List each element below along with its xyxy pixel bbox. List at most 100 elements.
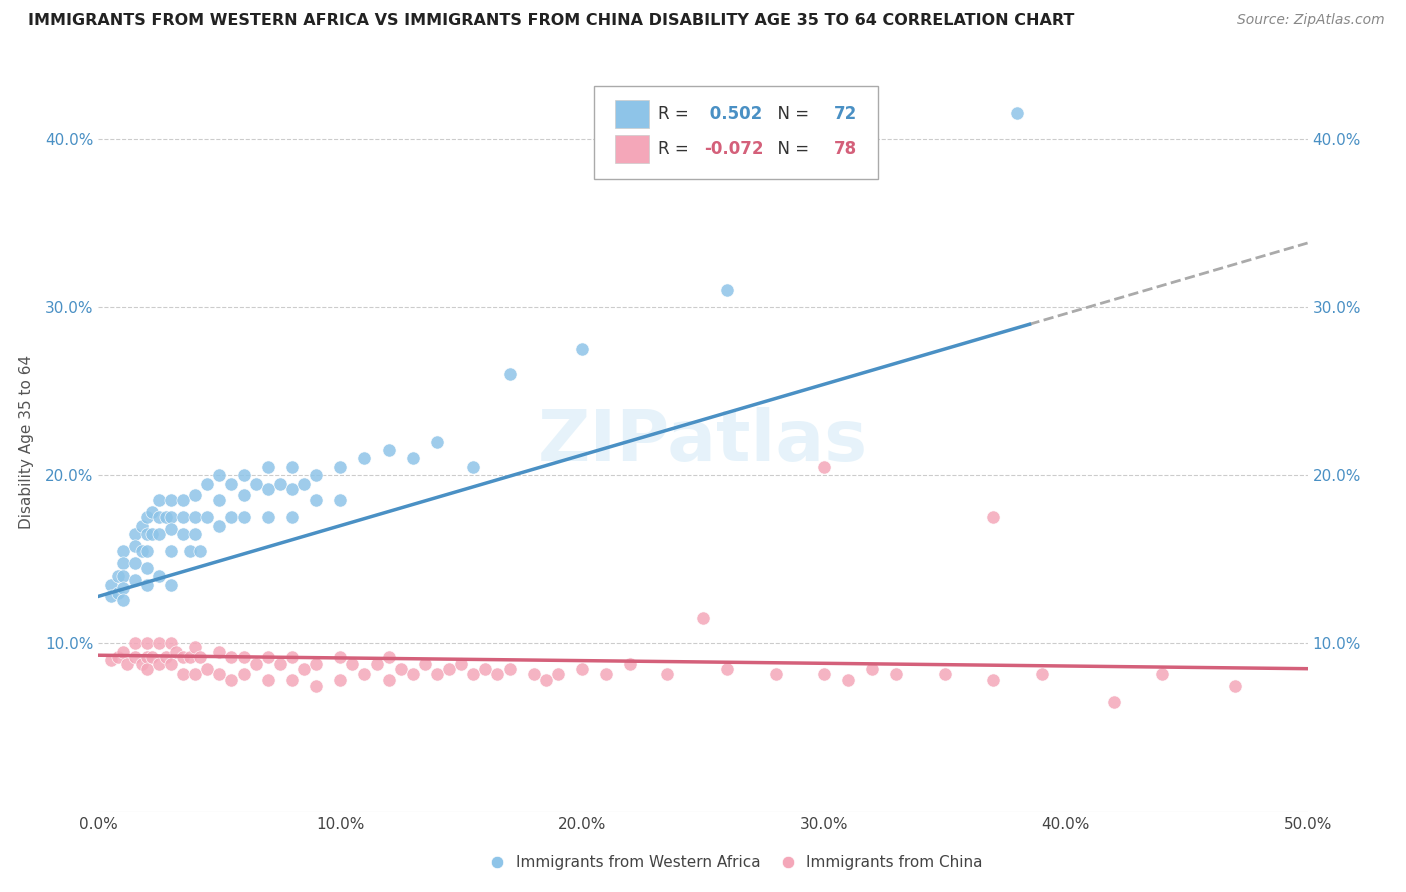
- Point: [160, 657, 183, 671]
- Point: [1102, 695, 1125, 709]
- Point: [281, 673, 304, 688]
- Point: [155, 649, 177, 664]
- Point: [195, 476, 218, 491]
- Point: [256, 649, 278, 664]
- Point: [172, 510, 194, 524]
- Point: [107, 569, 129, 583]
- Point: [281, 459, 304, 474]
- Point: [184, 640, 207, 654]
- Point: [366, 657, 388, 671]
- Point: [160, 577, 183, 591]
- Point: [329, 493, 352, 508]
- Y-axis label: Disability Age 35 to 64: Disability Age 35 to 64: [18, 354, 34, 529]
- Text: N =: N =: [768, 140, 814, 158]
- Point: [160, 510, 183, 524]
- Point: [124, 636, 146, 650]
- Point: [208, 493, 231, 508]
- Point: [100, 577, 122, 591]
- Point: [188, 544, 211, 558]
- Point: [716, 283, 738, 297]
- Point: [281, 482, 304, 496]
- Point: [837, 673, 859, 688]
- Text: Immigrants from China: Immigrants from China: [806, 855, 983, 870]
- Point: [1007, 106, 1029, 120]
- Point: [269, 476, 291, 491]
- Text: 78: 78: [834, 140, 856, 158]
- Point: [437, 662, 460, 676]
- Point: [413, 657, 436, 671]
- Point: [184, 666, 207, 681]
- Point: [221, 649, 243, 664]
- Point: [124, 539, 146, 553]
- Text: -0.072: -0.072: [704, 140, 763, 158]
- Point: [426, 666, 449, 681]
- Point: [389, 662, 412, 676]
- Point: [292, 476, 315, 491]
- Point: [716, 662, 738, 676]
- Point: [155, 510, 177, 524]
- Point: [981, 510, 1004, 524]
- Point: [595, 666, 617, 681]
- Point: [124, 649, 146, 664]
- Point: [179, 544, 201, 558]
- Point: [195, 510, 218, 524]
- Point: [111, 569, 134, 583]
- Point: [765, 666, 787, 681]
- Point: [188, 649, 211, 664]
- Point: [655, 666, 678, 681]
- Point: [100, 653, 122, 667]
- Point: [135, 636, 157, 650]
- Point: [498, 662, 520, 676]
- Point: [148, 527, 170, 541]
- Point: [571, 342, 593, 356]
- Point: [1223, 679, 1246, 693]
- Point: [131, 657, 153, 671]
- Point: [934, 666, 956, 681]
- Point: [547, 666, 569, 681]
- Point: [813, 666, 835, 681]
- Point: [135, 510, 157, 524]
- Point: [184, 488, 207, 502]
- Point: [165, 645, 187, 659]
- Point: [160, 544, 183, 558]
- Point: [329, 649, 352, 664]
- Point: [281, 510, 304, 524]
- Point: [184, 510, 207, 524]
- Point: [534, 673, 557, 688]
- Point: [619, 657, 641, 671]
- Point: [131, 544, 153, 558]
- Text: 72: 72: [834, 105, 856, 123]
- Point: [292, 662, 315, 676]
- Point: [281, 649, 304, 664]
- Point: [232, 488, 254, 502]
- Point: [148, 569, 170, 583]
- Point: [111, 645, 134, 659]
- Point: [184, 527, 207, 541]
- Point: [377, 649, 399, 664]
- Point: [117, 657, 139, 671]
- Point: [141, 527, 163, 541]
- Point: [195, 662, 218, 676]
- Point: [135, 560, 157, 574]
- Point: [141, 505, 163, 519]
- Point: [107, 586, 129, 600]
- Point: [124, 573, 146, 587]
- Point: [160, 493, 183, 508]
- Point: [305, 679, 328, 693]
- Point: [221, 510, 243, 524]
- Point: [402, 451, 425, 466]
- Point: [256, 673, 278, 688]
- Point: [232, 468, 254, 483]
- Point: [245, 657, 267, 671]
- Point: [232, 510, 254, 524]
- Point: [135, 649, 157, 664]
- Point: [377, 673, 399, 688]
- Point: [256, 510, 278, 524]
- Point: [172, 666, 194, 681]
- Point: [450, 657, 472, 671]
- Point: [305, 493, 328, 508]
- Text: ZIPatlas: ZIPatlas: [538, 407, 868, 476]
- Text: R =: R =: [658, 140, 695, 158]
- Point: [1031, 666, 1053, 681]
- Point: [135, 662, 157, 676]
